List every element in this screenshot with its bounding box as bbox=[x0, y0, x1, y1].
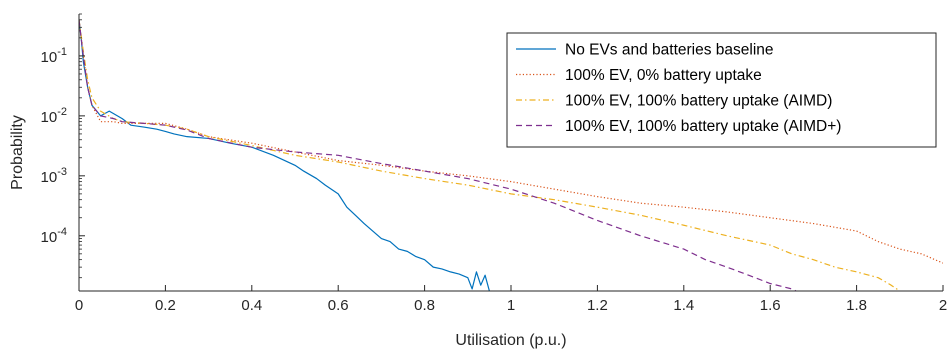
x-tick-label: 1.8 bbox=[846, 297, 867, 314]
x-axis-title: Utilisation (p.u.) bbox=[455, 332, 566, 349]
x-tick-label: 2 bbox=[939, 297, 947, 314]
x-tick-label: 1.4 bbox=[673, 297, 694, 314]
y-axis-title: Probability bbox=[9, 115, 26, 190]
y-tick-label: 10-2 bbox=[41, 106, 67, 126]
legend-label-3: 100% EV, 100% battery uptake (AIMD) bbox=[565, 93, 832, 110]
legend: No EVs and batteries baseline 100% EV, 0%… bbox=[507, 33, 936, 147]
x-tick-label: 0.8 bbox=[414, 297, 435, 314]
legend-label-4: 100% EV, 100% battery uptake (AIMD+) bbox=[565, 118, 841, 135]
y-tick-label: 10-3 bbox=[41, 166, 67, 186]
y-axis: 10-4 10-3 10-2 10-1 bbox=[41, 14, 85, 291]
y-tick-label: 10-4 bbox=[41, 226, 67, 246]
legend-label-1: No EVs and batteries baseline bbox=[565, 42, 774, 59]
x-tick-label: 0 bbox=[75, 297, 83, 314]
x-tick-label: 1.2 bbox=[587, 297, 608, 314]
legend-label-2: 100% EV, 0% battery uptake bbox=[565, 67, 762, 84]
x-tick-label: 1.6 bbox=[760, 297, 781, 314]
x-tick-label: 1 bbox=[507, 297, 515, 314]
y-tick-label: 10-1 bbox=[41, 46, 67, 66]
x-tick-label: 0.2 bbox=[155, 297, 176, 314]
x-tick-label: 0.4 bbox=[241, 297, 262, 314]
x-tick-label: 0.6 bbox=[328, 297, 349, 314]
